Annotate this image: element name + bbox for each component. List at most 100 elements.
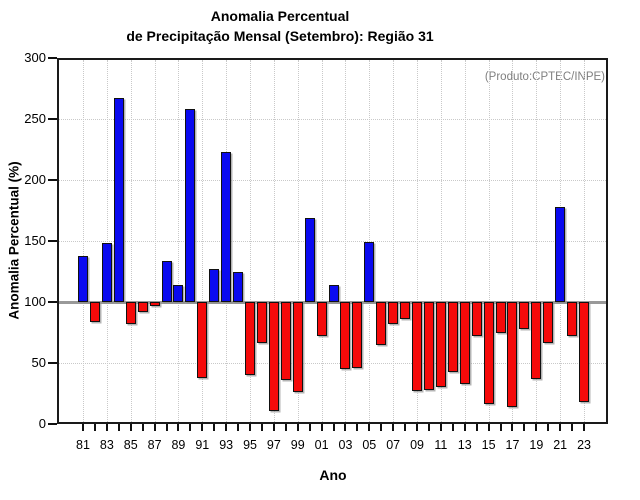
- x-tick-01: [320, 424, 323, 431]
- x-tick-label-87: 87: [147, 438, 162, 452]
- x-tick-label-03: 03: [338, 438, 353, 452]
- x-tick-87: [153, 424, 156, 431]
- bar-19: [531, 302, 542, 379]
- vgridline-95: [250, 60, 252, 422]
- y-tick-label-0: 0: [38, 416, 46, 431]
- vgridline-97: [273, 60, 275, 422]
- bar-92: [209, 269, 220, 302]
- y-tick-200: [48, 179, 57, 181]
- x-tick-89: [177, 424, 180, 431]
- vgridline-89: [178, 60, 180, 422]
- x-tick-label-13: 13: [457, 438, 472, 452]
- x-tick-11: [439, 424, 442, 431]
- x-tick-17: [511, 424, 514, 431]
- x-tick-label-97: 97: [266, 438, 281, 452]
- bar-97: [268, 302, 279, 411]
- x-tick-82: [93, 424, 96, 431]
- bar-84: [113, 98, 124, 302]
- y-tick-100: [48, 301, 57, 303]
- x-tick-94: [237, 424, 240, 431]
- bar-14: [471, 302, 482, 337]
- x-tick-84: [117, 424, 120, 431]
- bar-11: [435, 302, 446, 388]
- x-tick-81: [82, 424, 84, 431]
- x-tick-label-15: 15: [481, 438, 496, 452]
- bar-83: [101, 243, 112, 302]
- bar-87: [149, 302, 160, 306]
- x-tick-label-93: 93: [219, 438, 234, 452]
- bar-21: [555, 206, 566, 302]
- bar-23: [579, 302, 590, 403]
- bar-93: [221, 151, 232, 302]
- y-tick-label-300: 300: [24, 50, 46, 65]
- x-tick-18: [523, 424, 526, 431]
- vgridline-09: [417, 60, 419, 422]
- x-tick-label-91: 91: [195, 438, 210, 452]
- x-tick-85: [129, 424, 132, 431]
- x-tick-83: [105, 424, 108, 431]
- bar-09: [412, 302, 423, 392]
- hgridline-50: [59, 363, 606, 364]
- x-tick-97: [272, 424, 275, 431]
- bar-01: [316, 302, 327, 337]
- x-tick-06: [380, 424, 383, 431]
- y-tick-label-250: 250: [24, 111, 46, 126]
- bar-86: [137, 302, 148, 312]
- vgridline-19: [536, 60, 538, 422]
- vgridline-07: [393, 60, 395, 422]
- y-tick-label-200: 200: [24, 172, 46, 187]
- x-tick-label-85: 85: [123, 438, 138, 452]
- chart-title-line1: Anomalia Percentual: [210, 8, 350, 24]
- hgridline-150: [59, 241, 606, 242]
- bar-07: [388, 302, 399, 324]
- y-tick-label-100: 100: [24, 294, 46, 309]
- bar-22: [567, 302, 578, 337]
- x-tick-label-05: 05: [362, 438, 377, 452]
- bar-12: [447, 302, 458, 372]
- vgridline-85: [130, 60, 132, 422]
- x-tick-22: [571, 424, 574, 431]
- bar-15: [483, 302, 494, 405]
- bar-03: [340, 302, 351, 370]
- x-tick-00: [308, 424, 311, 431]
- x-tick-93: [225, 424, 228, 431]
- bar-08: [400, 302, 411, 320]
- x-tick-86: [141, 424, 144, 431]
- x-tick-label-83: 83: [99, 438, 114, 452]
- vgridline-13: [464, 60, 466, 422]
- x-tick-02: [332, 424, 335, 431]
- x-tick-19: [535, 424, 538, 431]
- bar-17: [507, 302, 518, 407]
- vgridline-11: [440, 60, 442, 422]
- x-tick-label-99: 99: [290, 438, 305, 452]
- bar-94: [233, 271, 244, 302]
- x-tick-04: [356, 424, 359, 431]
- x-tick-03: [344, 424, 347, 431]
- bar-96: [256, 302, 267, 344]
- vgridline-15: [488, 60, 490, 422]
- vgridline-01: [321, 60, 323, 422]
- x-tick-88: [165, 424, 168, 431]
- bar-20: [543, 302, 554, 344]
- x-tick-label-95: 95: [243, 438, 257, 452]
- hgridline-250: [59, 119, 606, 120]
- bar-02: [328, 284, 339, 302]
- bar-04: [352, 302, 363, 368]
- x-tick-92: [213, 424, 216, 431]
- bar-10: [423, 302, 434, 390]
- bar-90: [185, 109, 196, 302]
- vgridline-83: [106, 60, 108, 422]
- x-tick-label-01: 01: [314, 438, 329, 452]
- x-tick-label-23: 23: [577, 438, 591, 452]
- chart-title-line2: de Precipitação Mensal (Setembro): Regiã…: [126, 28, 434, 44]
- vgridline-03: [345, 60, 347, 422]
- x-tick-15: [487, 424, 490, 431]
- bar-81: [78, 255, 88, 302]
- x-tick-07: [392, 424, 395, 431]
- x-tick-label-89: 89: [171, 438, 186, 452]
- x-tick-14: [475, 424, 478, 431]
- x-tick-08: [404, 424, 407, 431]
- y-tick-label-150: 150: [24, 233, 46, 248]
- x-tick-91: [201, 424, 204, 431]
- x-tick-09: [416, 424, 419, 431]
